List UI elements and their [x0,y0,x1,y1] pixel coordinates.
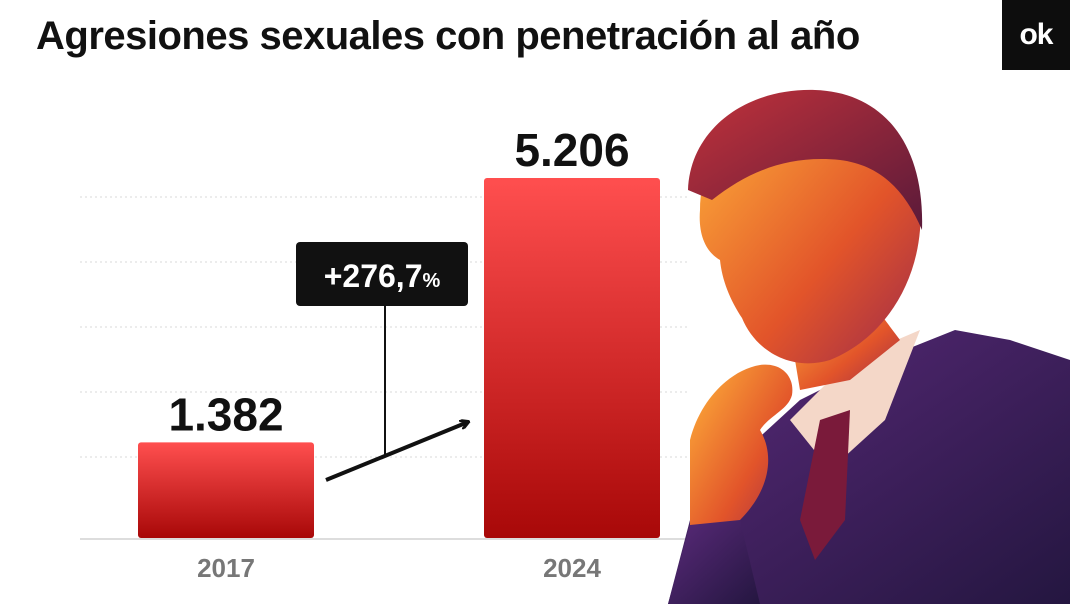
annotation-unit: % [422,270,440,292]
growth-arrow [325,422,468,482]
tick-label-2024: 2024 [543,553,601,583]
tie-shape [800,410,850,560]
bar-2024 [484,178,660,538]
hand-shape [690,364,793,539]
hair-shape [688,89,923,230]
chart-title: Agresiones sexuales con penetración al a… [36,14,860,58]
bar-2017 [138,442,314,538]
value-label-2024: 5.206 [514,124,629,176]
annotation-value: +276,7 [324,258,423,294]
annotation-box [296,242,468,306]
value-label-2017: 1.382 [168,388,283,440]
arm-shape [668,520,760,604]
brand-logo: ok [1002,0,1070,70]
annotation-label: +276,7% [324,258,441,294]
suit-shape [668,330,1070,604]
tick-label-2017: 2017 [197,553,255,583]
